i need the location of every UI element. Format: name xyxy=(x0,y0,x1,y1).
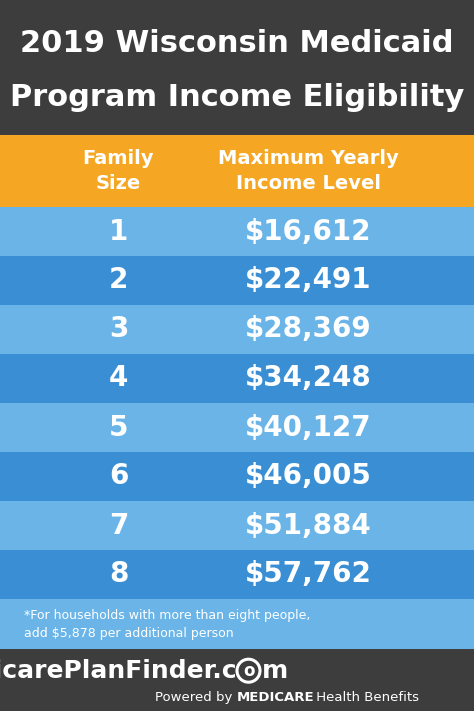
Text: 5: 5 xyxy=(109,414,128,442)
Text: Powered by: Powered by xyxy=(155,691,237,704)
Bar xyxy=(0,649,474,711)
Text: $22,491: $22,491 xyxy=(245,267,371,294)
Bar xyxy=(0,256,474,305)
Bar xyxy=(0,305,474,354)
Text: 7: 7 xyxy=(109,511,128,540)
Text: $34,248: $34,248 xyxy=(245,365,372,392)
Text: MEDICARE: MEDICARE xyxy=(237,691,315,704)
Text: MedicarePlanFinder.c: MedicarePlanFinder.c xyxy=(0,658,237,683)
Text: o: o xyxy=(243,662,254,680)
Bar xyxy=(0,599,474,649)
Text: Maximum Yearly
Income Level: Maximum Yearly Income Level xyxy=(218,149,399,193)
Text: 6: 6 xyxy=(109,462,128,491)
Text: *For households with more than eight people,: *For households with more than eight peo… xyxy=(24,609,310,623)
Text: Health Benefits: Health Benefits xyxy=(312,691,419,704)
Text: $57,762: $57,762 xyxy=(245,560,372,589)
Text: $40,127: $40,127 xyxy=(245,414,372,442)
Text: 3: 3 xyxy=(109,316,128,343)
Text: $46,005: $46,005 xyxy=(245,462,372,491)
Text: add $5,878 per additional person: add $5,878 per additional person xyxy=(24,628,233,641)
Text: 2019 Wisconsin Medicaid: 2019 Wisconsin Medicaid xyxy=(20,28,454,58)
Text: Family
Size: Family Size xyxy=(83,149,154,193)
Text: $28,369: $28,369 xyxy=(245,316,372,343)
Bar xyxy=(0,501,474,550)
Text: 4: 4 xyxy=(109,365,128,392)
Text: m: m xyxy=(262,658,288,683)
Text: 8: 8 xyxy=(109,560,128,589)
Bar xyxy=(0,550,474,599)
Text: 1: 1 xyxy=(109,218,128,245)
Bar xyxy=(0,135,474,207)
Bar xyxy=(0,452,474,501)
Bar xyxy=(0,403,474,452)
Text: $51,884: $51,884 xyxy=(245,511,372,540)
Bar xyxy=(0,354,474,403)
Text: $16,612: $16,612 xyxy=(245,218,371,245)
Bar xyxy=(0,207,474,256)
Text: Program Income Eligibility: Program Income Eligibility xyxy=(10,82,464,112)
Text: 2: 2 xyxy=(109,267,128,294)
